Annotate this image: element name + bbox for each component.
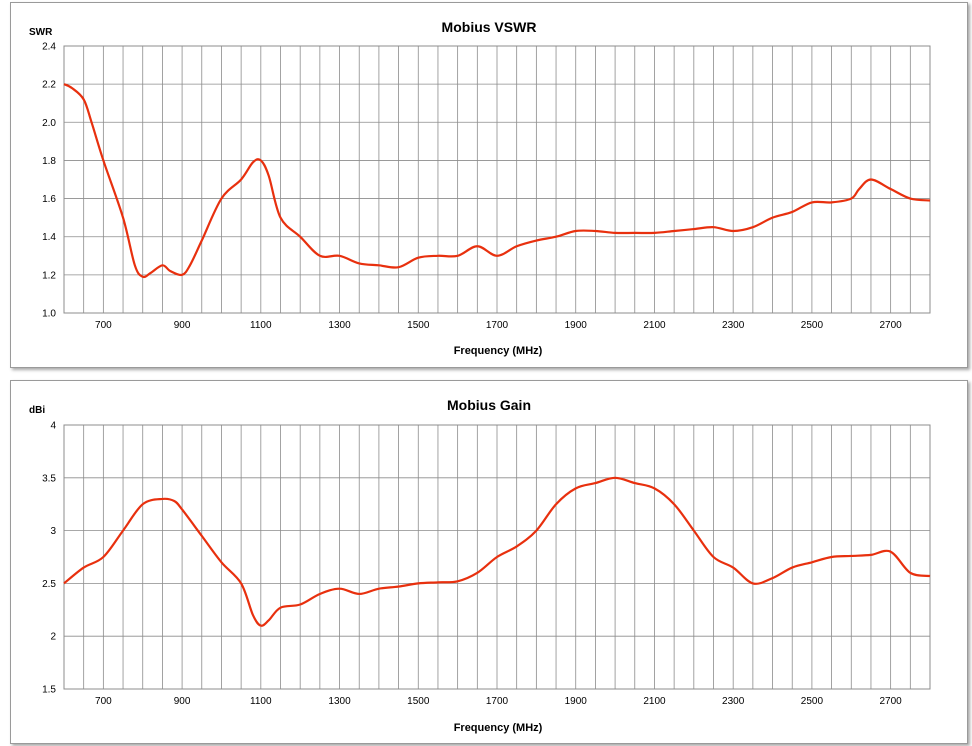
x-tick-label: 2300	[722, 696, 745, 707]
x-tick-label: 1300	[328, 696, 351, 707]
y-axis-label: SWR	[29, 27, 53, 38]
x-tick-label: 2500	[801, 320, 824, 331]
x-tick-label: 1500	[407, 320, 430, 331]
y-tick-label: 1.8	[42, 156, 56, 167]
x-tick-label: 1300	[328, 320, 351, 331]
x-tick-label: 2300	[722, 320, 745, 331]
x-tick-label: 2700	[880, 320, 903, 331]
x-tick-label: 1100	[250, 696, 272, 707]
y-tick-label: 2.5	[42, 579, 56, 590]
gain-chart: Mobius Gain dBi Frequency (MHz) 1.5 2 2.5 3…	[29, 397, 931, 734]
series-line	[63, 83, 931, 279]
y-tick-label: 2	[50, 632, 56, 643]
x-tick-label: 1700	[486, 696, 509, 707]
y-tick-label: 1.0	[42, 309, 56, 320]
gain-chart-panel: Mobius Gain dBi Frequency (MHz) 1.5 2 2.5 3…	[10, 380, 968, 744]
chart-title: Mobius Gain	[447, 397, 531, 413]
x-tick-label: 700	[95, 696, 112, 707]
x-tick-label: 2500	[801, 696, 824, 707]
x-tick-label: 1900	[565, 696, 588, 707]
x-axis-label: Frequency (MHz)	[454, 345, 543, 357]
y-tick-label: 4	[50, 421, 56, 432]
x-tick-label: 2100	[643, 696, 666, 707]
x-tick-label: 2700	[880, 696, 903, 707]
x-axis-label: Frequency (MHz)	[454, 722, 543, 734]
x-tick-label: 1700	[486, 320, 509, 331]
y-tick-label: 1.2	[42, 270, 56, 281]
y-tick-label: 3.5	[42, 473, 56, 484]
x-tick-label: 1900	[565, 320, 588, 331]
vswr-chart: Mobius VSWR SWR Frequency (MHz) 1.0 1.2 1.…	[29, 19, 931, 357]
y-axis-label: dBi	[29, 405, 45, 416]
y-tick-label: 2.0	[42, 118, 56, 129]
y-tick-label: 1.6	[42, 194, 56, 205]
y-tick-label: 1.4	[42, 232, 56, 243]
y-tick-label: 2.4	[42, 42, 56, 53]
y-tick-label: 2.2	[42, 80, 56, 91]
vswr-chart-panel: Mobius VSWR SWR Frequency (MHz) 1.0 1.2 1.…	[10, 2, 968, 368]
x-tick-label: 900	[174, 696, 191, 707]
x-tick-label: 700	[95, 320, 112, 331]
y-tick-label: 3	[50, 526, 56, 537]
chart-title: Mobius VSWR	[442, 19, 537, 35]
y-tick-label: 1.5	[42, 685, 56, 696]
x-tick-label: 900	[174, 320, 191, 331]
x-tick-label: 1500	[407, 696, 430, 707]
plot-area	[63, 45, 931, 314]
series-line	[63, 476, 931, 627]
x-tick-label: 1100	[250, 320, 272, 331]
x-tick-label: 2100	[643, 320, 666, 331]
plot-area	[63, 424, 931, 690]
